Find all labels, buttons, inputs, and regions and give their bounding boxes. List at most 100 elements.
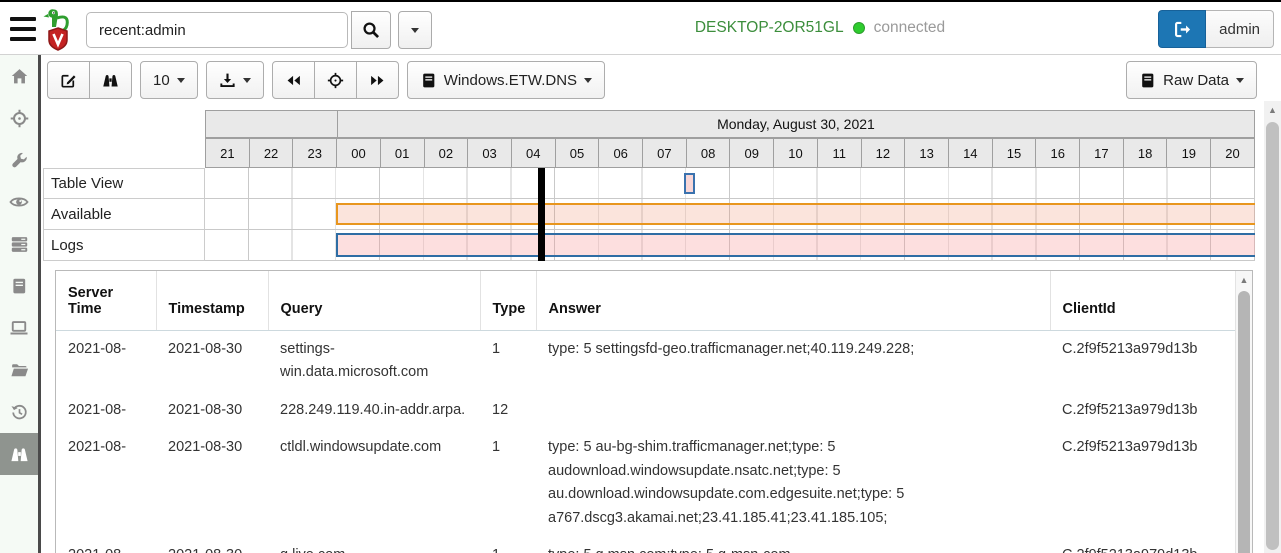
scroll-up-arrow[interactable]: ▲ [1239,275,1249,285]
hour-cell: 15 [991,138,1037,167]
cell-clientid: C.2f9f5213a979d13b [1062,439,1198,456]
binoculars-icon [102,72,119,89]
timeline-row-label: Logs [43,230,205,261]
server-stack-icon [10,235,29,254]
cell-server-time: 2021-08- [68,401,127,418]
cell-server-time: 2021-08- [68,341,127,357]
sidebar-item-collected-artifacts[interactable] [0,391,38,433]
timeline-row-label: Table View [43,168,205,199]
page-size-value: 10 [153,71,170,89]
timeline-row-label: Available [43,199,205,230]
artifact-selector-dropdown[interactable]: Windows.ETW.DNS [406,61,606,99]
page-back-button[interactable] [271,61,315,99]
hour-cell: 19 [1166,138,1212,167]
caret-down-icon [584,77,593,83]
goto-position-button[interactable] [313,61,357,99]
eye-icon [9,192,29,212]
home-icon [10,67,29,86]
rewind-icon [285,72,302,89]
sidebar-item-hunts[interactable] [0,97,38,139]
hour-cell: 06 [598,138,644,167]
cell-query: 228.249.119.40.in-addr.arpa. [280,401,466,418]
table-scrollbar[interactable]: ▲ [1235,271,1252,553]
app-header: DESKTOP-2OR51GL connected admin [0,2,1281,55]
edit-icon [60,72,77,89]
cell-type: 1 [492,341,501,357]
cell-clientid: C.2f9f5213a979d13b [1050,537,1237,553]
journal-book-icon [1139,72,1156,89]
user-menu-button[interactable]: admin [1206,10,1274,48]
cell-answer: type: 5 g.msn.com;type: 5 g-msn-com- [536,537,1050,553]
connected-dot-icon [852,22,865,34]
table-row[interactable]: 2021-08- 2021-08-30 settings-win.data.mi… [56,331,1237,392]
timeline-event-marker [684,173,695,194]
host-name-link[interactable]: DESKTOP-2OR51GL [694,19,844,36]
cell-server-time: 2021-08- [68,439,127,456]
hour-cell: 04 [510,138,556,167]
table-row[interactable]: 2021-08- 2021-08-30 ctldl.windowsupdate.… [56,429,1237,537]
artifact-selector-value: Windows.ETW.DNS [443,71,578,89]
edit-query-button[interactable] [47,61,90,99]
column-header-server-time: Server Time [56,271,156,331]
binoculars-icon [10,445,29,464]
download-dropdown[interactable] [205,61,264,99]
timeline-track-table-view[interactable] [205,168,1255,199]
results-table: Server Time Timestamp Query Type Answer … [56,271,1237,553]
sidebar-item-server-status[interactable] [0,223,38,265]
hour-cell: 07 [642,138,687,167]
hour-cell: 13 [904,138,949,167]
search-button[interactable] [351,11,391,49]
search-input[interactable] [86,12,348,48]
sidebar-item-client-events[interactable] [0,433,38,475]
left-navigator [0,55,41,553]
hamburger-menu-icon[interactable] [10,17,36,41]
view-mode-value: Raw Data [1163,71,1229,89]
table-row[interactable]: 2021-08- 2021-08-30 228.249.119.40.in-ad… [56,392,1237,429]
table-row[interactable]: 2021-08- 2021-08-30 g.live.com 1 type: 5… [56,537,1237,553]
hour-cell: 05 [554,138,600,167]
cell-answer: type: 5 settingsfd-geo.trafficmanager.ne… [548,341,915,357]
cell-query: ctldl.windowsupdate.com [280,439,442,456]
column-header-query: Query [267,271,480,331]
search-magnifier-icon [362,21,380,39]
filter-rows-button[interactable] [89,61,132,99]
page-scrollbar[interactable]: ▲ [1264,101,1281,553]
search-options-button[interactable] [398,11,432,49]
cell-timestamp: 2021-08-30 [168,401,243,418]
page-forward-button[interactable] [355,61,399,99]
hour-cell: 01 [379,138,425,167]
column-header-clientid: ClientId [1049,271,1237,331]
velociraptor-logo [42,7,74,51]
hour-cell: 16 [1035,138,1081,167]
page-size-dropdown[interactable]: 10 [140,61,198,99]
view-mode-dropdown[interactable]: Raw Data [1126,61,1257,99]
scrollbar-thumb[interactable] [1238,291,1250,553]
sidebar-item-home[interactable] [0,55,38,97]
scroll-up-arrow[interactable]: ▲ [1268,105,1277,115]
column-header-answer: Answer [535,271,1050,331]
logout-button[interactable] [1158,10,1207,48]
caret-down-icon [1236,77,1244,83]
hour-cell: 03 [467,138,512,167]
sidebar-item-server-artifacts[interactable] [0,139,38,181]
scrollbar-thumb[interactable] [1266,122,1279,550]
cell-answer [536,392,1050,429]
event-timeline: Monday, August 30, 2021 21 22 23 00 01 0… [43,110,1255,262]
window-top-border [0,0,1281,2]
cell-timestamp: 2021-08-30 [156,537,268,553]
sidebar-item-virtual-filesystem[interactable] [0,349,38,391]
cell-type: 1 [480,537,536,553]
sidebar-item-host-information[interactable] [0,307,38,349]
logs-data-band [336,233,1255,257]
column-header-type: Type [479,271,536,331]
hour-cell: 22 [248,138,294,167]
cell-server-time: 2021-08- [56,537,156,553]
cell-answer: type: 5 au-bg-shim.trafficmanager.net;ty… [548,439,905,526]
toolbar: 10 [47,61,1257,99]
hour-cell: 09 [729,138,775,167]
hour-cell: 11 [816,138,862,167]
sidebar-item-server-events[interactable] [0,181,38,223]
cell-timestamp: 2021-08-30 [168,341,243,357]
hour-cell: 23 [292,138,338,167]
sidebar-item-notebooks[interactable] [0,265,38,307]
